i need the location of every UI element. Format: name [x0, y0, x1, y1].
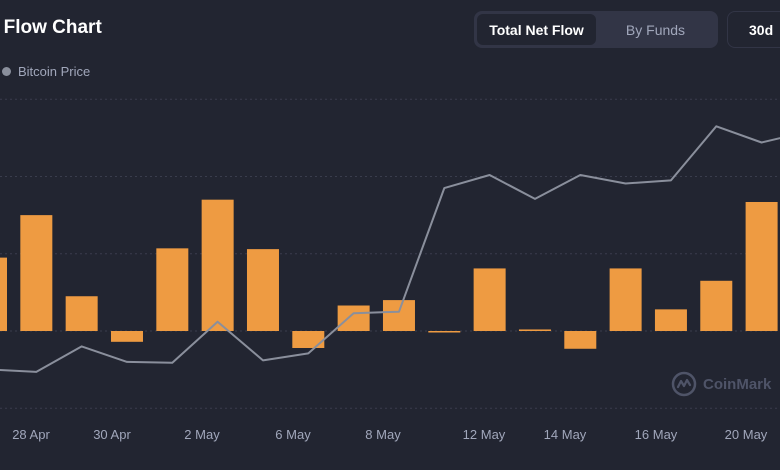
chart-legend: Bitcoin Price: [2, 64, 90, 79]
flow-bar-6: [246, 249, 279, 331]
tab-by-funds[interactable]: By Funds: [625, 21, 686, 38]
x-tick-label-8: 20 May: [725, 427, 768, 442]
flow-bar-16: [700, 280, 733, 331]
flow-bar-7: [292, 331, 325, 348]
x-tick-label-5: 12 May: [463, 427, 506, 442]
bitcoin-price-line: [0, 125, 780, 373]
flow-bar-14: [609, 268, 642, 331]
tab-total-net-flow[interactable]: Total Net Flow: [477, 14, 596, 45]
period-selector-button[interactable]: 30d: [727, 11, 780, 48]
watermark-text: CoinMark: [703, 375, 772, 393]
flow-bar-17: [745, 201, 778, 331]
flow-bar-11: [473, 268, 506, 331]
flow-bar-9: [382, 300, 415, 331]
x-tick-label-7: 16 May: [635, 427, 678, 442]
coinmarketcap-logo-icon: [671, 371, 697, 397]
coinmarketcap-watermark: CoinMark: [671, 371, 771, 397]
legend-label-bitcoin-price: Bitcoin Price: [18, 64, 91, 79]
flow-bar-3: [110, 331, 143, 342]
x-tick-label-2: 2 May: [184, 427, 220, 442]
flow-bar-12: [518, 329, 551, 331]
flow-bar-8: [337, 305, 370, 331]
x-tick-label-4: 8 May: [365, 427, 401, 442]
flow-bar-0: [0, 257, 7, 331]
x-tick-label-3: 6 May: [275, 427, 311, 442]
flow-bar-15: [654, 309, 687, 331]
flow-bar-2: [65, 296, 98, 331]
view-toggle: Total Net Flow By Funds: [474, 11, 718, 48]
x-tick-label-6: 14 May: [544, 427, 587, 442]
flow-bar-10: [428, 331, 461, 333]
flow-bar-4: [156, 248, 189, 331]
x-tick-label-1: 30 Apr: [93, 427, 131, 442]
x-tick-label-0: 28 Apr: [12, 427, 50, 442]
legend-dot-bitcoin-price: [2, 67, 11, 76]
flow-bar-13: [564, 331, 597, 349]
flow-bar-5: [201, 199, 234, 331]
flow-bar-1: [20, 215, 53, 331]
page-title: t Flow Chart: [0, 17, 102, 38]
